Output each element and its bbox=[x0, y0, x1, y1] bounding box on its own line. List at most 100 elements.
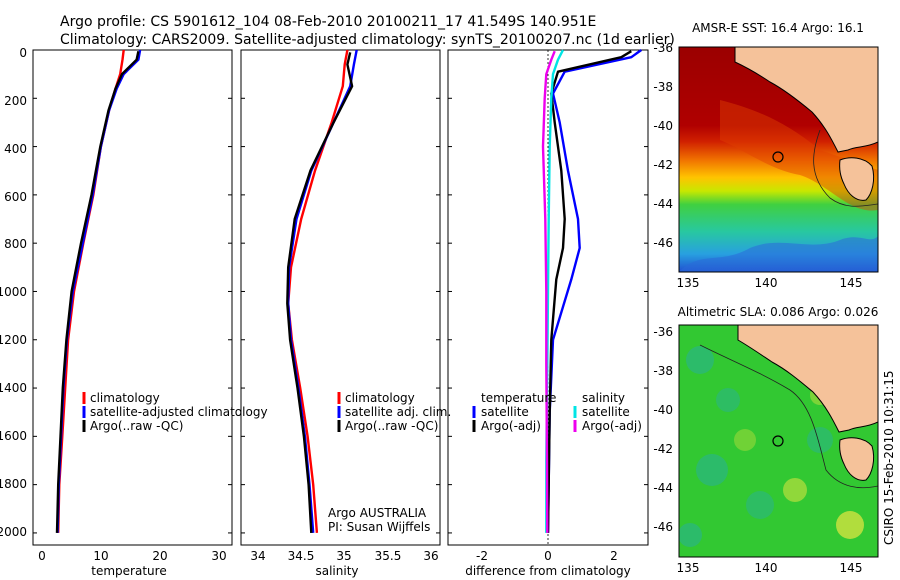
legend-label: Argo(-adj) bbox=[481, 419, 541, 433]
legend-label: satellite-adjusted climatology bbox=[90, 405, 268, 419]
sla-lat-label: -46 bbox=[653, 520, 673, 534]
legend-label: Argo(..raw -QC) bbox=[345, 419, 438, 433]
salinity-panel-frame bbox=[240, 49, 441, 546]
sla-lat-label: -38 bbox=[653, 364, 673, 378]
salinity-tick-label: 34 bbox=[250, 549, 265, 563]
depth-tick-marks bbox=[33, 49, 648, 534]
sla-low-patch bbox=[686, 346, 714, 374]
depth-tick-label: 1200 bbox=[0, 333, 27, 347]
profile-line-climatology bbox=[287, 49, 349, 533]
sst-xticks: 135 140 145 bbox=[677, 276, 863, 290]
depth-tick-label: 0 bbox=[19, 46, 27, 60]
sst-lat-label: -44 bbox=[653, 197, 673, 211]
sla-yticks: -36 -38 -40 -42 -44 -46 bbox=[653, 325, 673, 534]
depth-tick-label: 1000 bbox=[0, 285, 27, 299]
sla-lat-label: -44 bbox=[653, 481, 673, 495]
sst-lat-label: -40 bbox=[653, 119, 673, 133]
sla-lat-label: -42 bbox=[653, 442, 673, 456]
sst-lon-label: 135 bbox=[677, 276, 700, 290]
difference-tick-label: -2 bbox=[476, 549, 488, 563]
sst-land-australia bbox=[734, 47, 878, 153]
argo-note-line-2: PI: Susan Wijffels bbox=[328, 520, 430, 534]
sst-cool-patch bbox=[679, 236, 878, 272]
argo-note-line-1: Argo AUSTRALIA bbox=[328, 506, 427, 520]
salinity-tick-label: 35.5 bbox=[375, 549, 402, 563]
sla-argo-location-marker bbox=[772, 435, 784, 447]
legend-label: Argo(-adj) bbox=[582, 419, 642, 433]
legend-label: climatology bbox=[90, 391, 160, 405]
sla-land-tasmania bbox=[839, 437, 875, 481]
depth-tick-label: 400 bbox=[4, 142, 27, 156]
depth-axis: 0 200 400 600 800 1000 1200 1400 1600 18… bbox=[0, 46, 27, 539]
sst-lon-label: 140 bbox=[755, 276, 778, 290]
legend-heading-temperature: temperature bbox=[481, 391, 556, 405]
sst-yticks: -36 -38 -40 -42 -44 -46 bbox=[653, 41, 673, 250]
sst-lat-label: -46 bbox=[653, 236, 673, 250]
depth-tick-label: 600 bbox=[4, 190, 27, 204]
sla-lon-label: 140 bbox=[755, 561, 778, 575]
sla-map-frame bbox=[678, 324, 879, 558]
salinity-axis-label: salinity bbox=[315, 564, 358, 578]
sla-low-patch bbox=[696, 454, 728, 486]
sst-lat-label: -36 bbox=[653, 41, 673, 55]
salinity-legend: climatology satellite adj. clim. Argo(..… bbox=[337, 391, 451, 433]
temperature-tick-label: 10 bbox=[93, 549, 108, 563]
header-line-2: Climatology: CARS2009. Satellite-adjuste… bbox=[60, 32, 675, 48]
depth-tick-label: 2000 bbox=[0, 525, 27, 539]
sla-lon-label: 145 bbox=[840, 561, 863, 575]
legend-label: satellite bbox=[582, 405, 630, 419]
sla-low-patch bbox=[679, 523, 702, 547]
sla-high-patch bbox=[836, 511, 864, 539]
profile-line-temperature-satellite bbox=[546, 49, 643, 533]
sla-land-australia bbox=[737, 325, 878, 433]
sst-lon-label: 145 bbox=[840, 276, 863, 290]
salinity-tick-label: 35 bbox=[336, 549, 351, 563]
depth-tick-label: 1600 bbox=[0, 429, 27, 443]
depth-tick-label: 1800 bbox=[0, 477, 27, 491]
sla-map-title: Altimetric SLA: 0.086 Argo: 0.026 bbox=[678, 305, 879, 319]
depth-tick-label: 800 bbox=[4, 237, 27, 251]
sst-lat-label: -38 bbox=[653, 80, 673, 94]
legend-label: Argo(..raw -QC) bbox=[90, 419, 183, 433]
difference-tick-label: 0 bbox=[544, 549, 552, 563]
sst-warm-tongue bbox=[720, 100, 878, 211]
temperature-tick-label: 30 bbox=[211, 549, 226, 563]
salinity-xticks: 34 34.5 35 35.5 36 bbox=[250, 549, 438, 563]
depth-tick-label: 1400 bbox=[0, 381, 27, 395]
profile-line-salinity-argo-adj bbox=[541, 50, 556, 533]
sst-map-title: AMSR-E SST: 16.4 Argo: 16.1 bbox=[692, 21, 864, 35]
profile-line-argo-raw-qc bbox=[286, 52, 354, 533]
temperature-tick-label: 20 bbox=[152, 549, 167, 563]
temperature-axis-label: temperature bbox=[91, 564, 166, 578]
sla-low-patch bbox=[807, 427, 833, 453]
legend-label: satellite adj. clim. bbox=[345, 405, 451, 419]
salinity-tick-label: 34.5 bbox=[288, 549, 315, 563]
temperature-tick-label: 0 bbox=[38, 549, 46, 563]
sst-map-frame bbox=[678, 46, 879, 273]
sla-lat-label: -36 bbox=[653, 325, 673, 339]
credit-text: CSIRO 15-Feb-2010 10:31:15 bbox=[882, 370, 896, 545]
sla-high-patch bbox=[734, 429, 756, 451]
difference-xticks: -2 0 2 bbox=[476, 549, 618, 563]
legend-label: satellite bbox=[481, 405, 529, 419]
salinity-tick-label: 36 bbox=[423, 549, 438, 563]
depth-tick-label: 200 bbox=[4, 94, 27, 108]
sst-lat-label: -42 bbox=[653, 158, 673, 172]
legend-label: climatology bbox=[345, 391, 415, 405]
sst-argo-location-marker bbox=[772, 151, 784, 163]
sla-low-patch bbox=[746, 491, 774, 519]
difference-tick-label: 2 bbox=[610, 549, 618, 563]
legend-heading-salinity: salinity bbox=[582, 391, 625, 405]
difference-legend: temperature salinity satellite Argo(-adj… bbox=[472, 391, 642, 433]
temperature-xticks: 0 10 20 30 bbox=[38, 549, 226, 563]
sst-map bbox=[679, 47, 878, 272]
sst-shelf-contour bbox=[813, 129, 878, 207]
sla-shelf-contour bbox=[699, 344, 878, 489]
profile-line-satellite-adj-clim bbox=[287, 49, 358, 533]
difference-axis-label: difference from climatology bbox=[465, 564, 631, 578]
sla-high-patch bbox=[783, 478, 807, 502]
temperature-legend: climatology satellite-adjusted climatolo… bbox=[82, 391, 268, 433]
profile-line-temperature-argo-adj bbox=[546, 50, 632, 533]
sla-lat-label: -40 bbox=[653, 403, 673, 417]
